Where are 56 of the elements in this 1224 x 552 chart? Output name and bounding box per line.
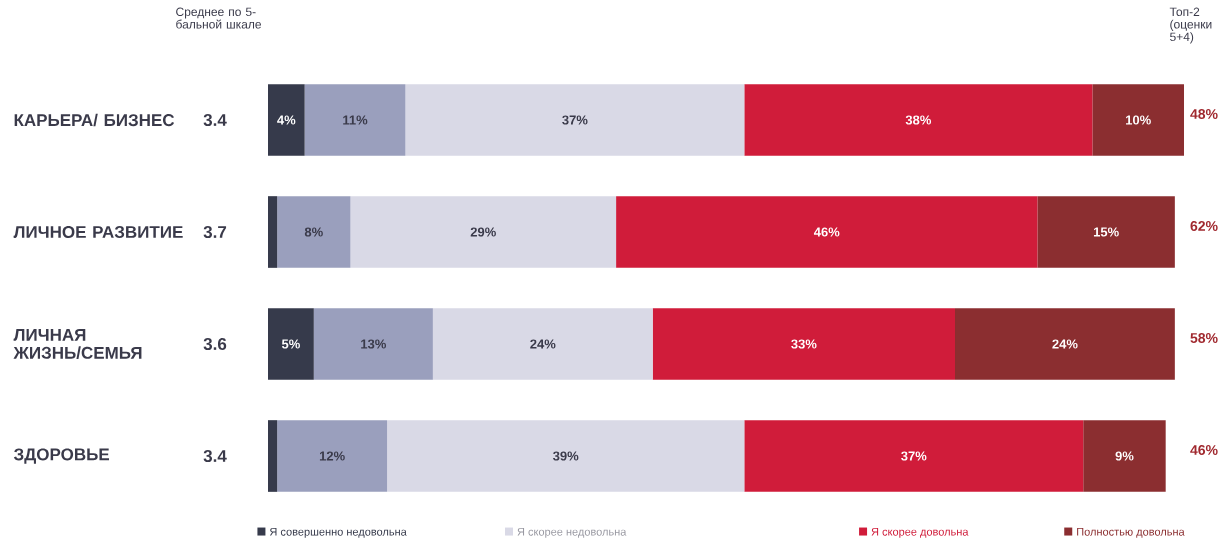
text: 62% bbox=[1190, 221, 1218, 231]
text: Топ-2 (оценки 5+4) bbox=[1169, 7, 1212, 44]
data-label: 33% bbox=[791, 339, 817, 349]
bar bbox=[1037, 196, 1175, 268]
bar bbox=[652, 308, 956, 380]
data-label: 38% bbox=[905, 115, 932, 125]
y-tick-label: ЛИЧНОЕ РАЗВИТИЕ bbox=[13, 225, 183, 239]
data-label: 24% bbox=[530, 339, 556, 349]
text: Среднее по 5-бальной шкале bbox=[176, 7, 261, 29]
bar bbox=[304, 84, 406, 156]
bar bbox=[405, 84, 745, 156]
data-label: 37% bbox=[562, 115, 588, 125]
bar bbox=[616, 196, 1038, 268]
bar bbox=[1092, 84, 1185, 156]
data-label: 29% bbox=[470, 227, 496, 237]
text: 46% bbox=[1190, 445, 1218, 455]
y-tick-label: КАРЬЕРА/ БИЗНЕС bbox=[14, 113, 175, 127]
bar bbox=[268, 308, 314, 380]
text: 48% bbox=[1190, 109, 1218, 119]
text: 3.6 bbox=[203, 337, 227, 351]
data-label: 10% bbox=[1126, 115, 1151, 125]
data-label: 15% bbox=[1093, 227, 1119, 237]
legend-label: Я совершенно недовольна bbox=[269, 527, 407, 538]
y-tick-label: ЗДОРОВЬЕ bbox=[13, 448, 110, 464]
data-label: 39% bbox=[552, 451, 579, 461]
bar bbox=[277, 420, 388, 492]
bar bbox=[955, 308, 1175, 380]
data-label: 8% bbox=[304, 227, 323, 237]
data-label: 24% bbox=[1052, 339, 1078, 349]
text: 3.4 bbox=[203, 113, 227, 127]
text: 3.7 bbox=[203, 225, 227, 239]
bar bbox=[268, 84, 305, 156]
y-tick-label: ЛИЧНАЯ ЖИЗНЬ/СЕМЬЯ bbox=[13, 328, 142, 360]
bar bbox=[744, 420, 1084, 492]
legend-label: Я скорее довольна bbox=[871, 527, 969, 538]
bar bbox=[268, 420, 278, 492]
data-label: 11% bbox=[343, 115, 368, 125]
bar bbox=[277, 196, 351, 268]
text: 3.4 bbox=[203, 449, 227, 463]
data-label: 4% bbox=[277, 115, 296, 125]
data-label: 9% bbox=[1115, 451, 1134, 461]
bar bbox=[350, 196, 617, 268]
data-label: 12% bbox=[319, 451, 345, 461]
bar bbox=[268, 196, 278, 268]
data-label: 5% bbox=[281, 339, 300, 349]
legend-label: Я скорее недовольна bbox=[517, 527, 627, 538]
bar bbox=[1083, 420, 1166, 492]
legend-label: Полностью довольна bbox=[1077, 527, 1185, 538]
data-label: 46% bbox=[813, 227, 840, 237]
bar bbox=[313, 308, 433, 380]
bar bbox=[387, 420, 745, 492]
text: 58% bbox=[1190, 333, 1218, 343]
data-label: 37% bbox=[901, 451, 927, 461]
data-label: 13% bbox=[361, 339, 386, 349]
bar bbox=[432, 308, 653, 380]
bar bbox=[744, 84, 1093, 156]
